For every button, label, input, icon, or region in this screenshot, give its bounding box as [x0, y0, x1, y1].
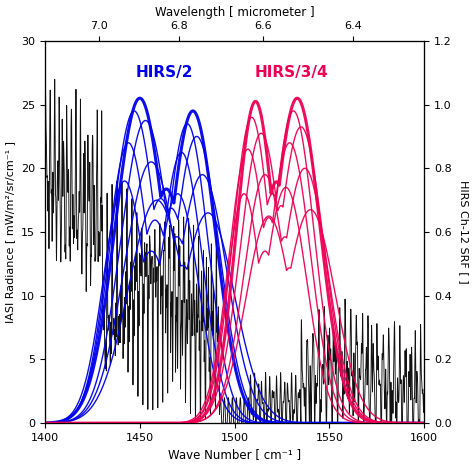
Text: HIRS/2: HIRS/2: [136, 65, 193, 80]
Y-axis label: HIRS Ch-12 SRF [ ]: HIRS Ch-12 SRF [ ]: [458, 180, 468, 284]
X-axis label: Wavelength [ micrometer ]: Wavelength [ micrometer ]: [155, 6, 314, 19]
X-axis label: Wave Number [ cm⁻¹ ]: Wave Number [ cm⁻¹ ]: [168, 448, 301, 461]
Y-axis label: IASI Radiance [ mW/m²/sr/cm⁻¹ ]: IASI Radiance [ mW/m²/sr/cm⁻¹ ]: [6, 141, 16, 323]
Text: HIRS/3/4: HIRS/3/4: [255, 65, 328, 80]
